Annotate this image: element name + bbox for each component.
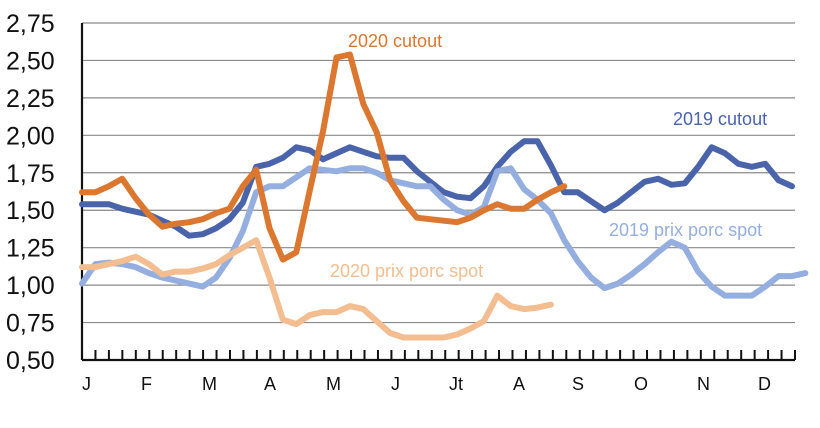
label-2019-spot: 2019 prix porc spot: [609, 220, 762, 240]
series-line-2019-cutout: [79, 138, 795, 239]
x-tick-label: F: [141, 374, 152, 394]
x-tick-label: A: [264, 374, 276, 394]
y-tick-label: 1,75: [6, 160, 55, 188]
y-tick-label: 2,00: [6, 122, 55, 150]
y-tick-label: 0,75: [6, 310, 55, 338]
x-tick-label: J: [391, 374, 400, 394]
x-tick-label: S: [572, 374, 584, 394]
x-tick-label: N: [697, 374, 710, 394]
x-tick-label: M: [202, 374, 217, 394]
x-tick-label: O: [634, 374, 648, 394]
y-tick-label: 2,25: [6, 85, 55, 113]
label-2020-spot: 2020 prix porc spot: [330, 261, 483, 281]
series-line-2019-prix-porc-spot: [79, 165, 809, 299]
series-line-2020-prix-porc-spot: [79, 237, 554, 341]
y-tick-label: 1,25: [6, 235, 55, 263]
x-tick-label: Jt: [449, 374, 463, 394]
series-line-2020-cutout: [79, 51, 568, 263]
x-tick-label: D: [758, 374, 771, 394]
y-tick-label: 2,50: [6, 47, 55, 75]
label-2019-cutout: 2019 cutout: [673, 109, 767, 129]
y-axis: 0,50 0,75 1,00 1,25 1,50 1,75 2,00 2,25 2,50 2,75: [6, 10, 55, 375]
y-tick-label: 1,00: [6, 272, 55, 300]
y-tick-label: 2,75: [6, 10, 55, 38]
y-tick-label: 1,50: [6, 197, 55, 225]
x-tick-label: A: [513, 374, 525, 394]
series-lines: [79, 51, 809, 341]
x-axis: J F M A M J Jt A S O N D: [80, 23, 796, 394]
x-tick-label: J: [82, 374, 91, 394]
label-2020-cutout: 2020 cutout: [348, 31, 442, 51]
y-tick-label: 0,50: [6, 347, 55, 375]
x-tick-label: M: [326, 374, 341, 394]
